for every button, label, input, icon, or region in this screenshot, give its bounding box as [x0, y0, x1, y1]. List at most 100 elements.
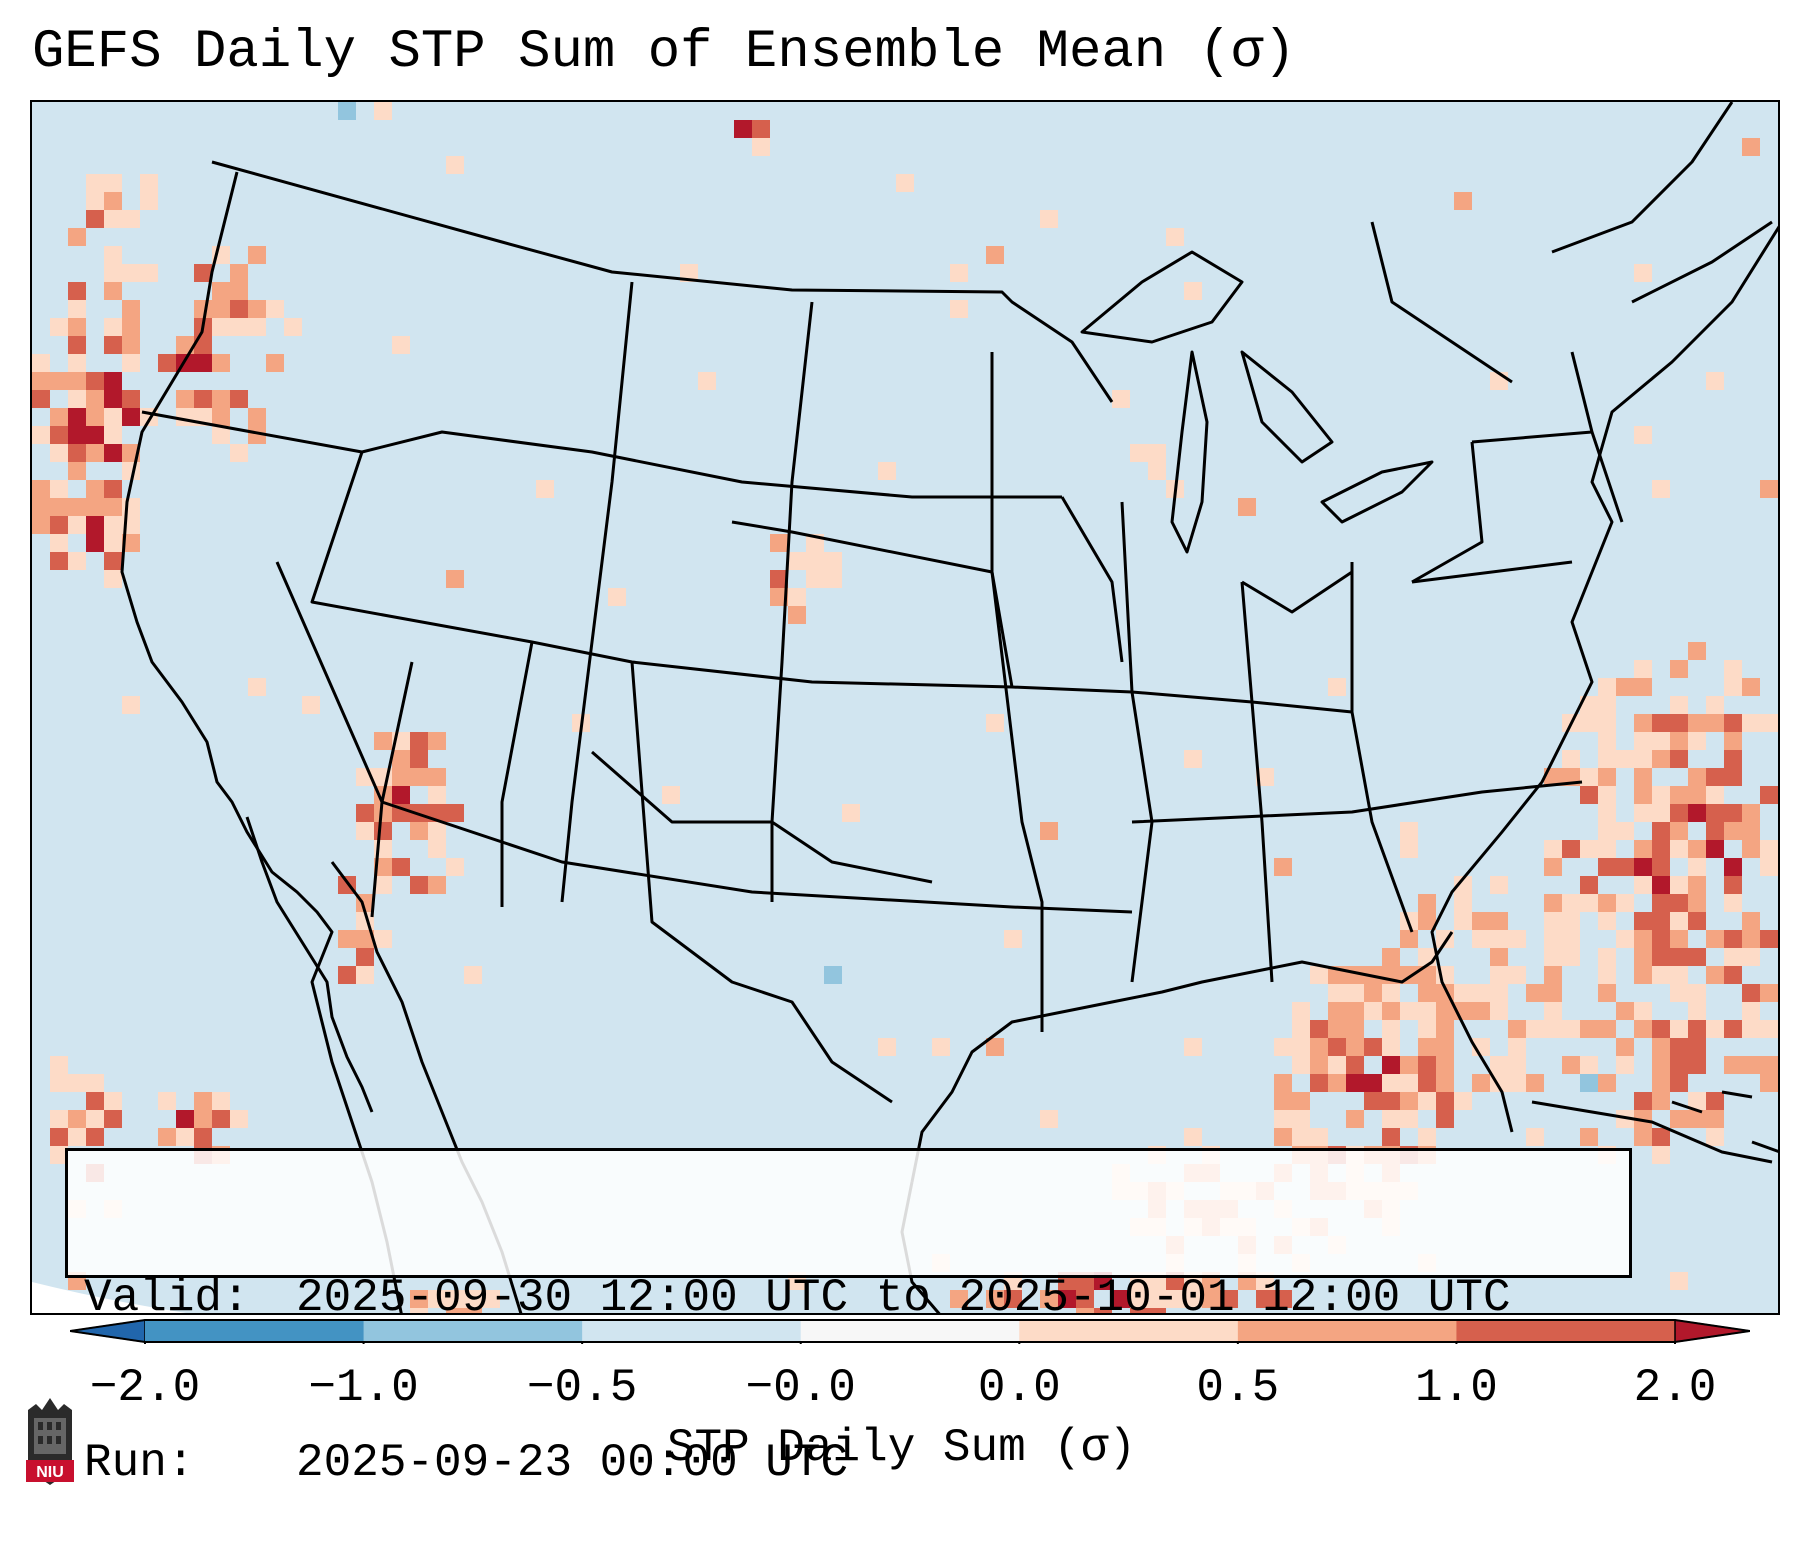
anomaly-cell: [32, 372, 50, 390]
anomaly-cell: [1472, 930, 1490, 948]
anomaly-cell: [1418, 1020, 1436, 1038]
lake-erie: [1320, 460, 1434, 524]
anomaly-cell: [1688, 840, 1706, 858]
anomaly-cell: [1130, 1290, 1148, 1308]
anomaly-cell: [86, 534, 104, 552]
anomaly-cell: [806, 552, 824, 570]
anomaly-cell: [1634, 660, 1652, 678]
anomaly-cell: [1724, 678, 1742, 696]
anomaly-cell: [374, 858, 392, 876]
baja-peninsula: [245, 816, 374, 1113]
anomaly-cell: [32, 480, 50, 498]
anomaly-cell: [1166, 228, 1184, 246]
anomaly-cell: [68, 336, 86, 354]
anomaly-cell: [32, 354, 50, 372]
anomaly-cell: [158, 354, 176, 372]
colorbar-label: STP Daily Sum (σ): [666, 1422, 1137, 1474]
anomaly-cell: [1760, 984, 1778, 1002]
anomaly-cell: [1472, 912, 1490, 930]
valid-row: Valid: 2025-09-30 12:00 UTC to 2025-10-01…: [84, 1271, 1613, 1326]
anomaly-cell: [356, 804, 374, 822]
west-coastline: [120, 171, 403, 1313]
anomaly-cell: [1688, 1002, 1706, 1020]
anomaly-cell: [1364, 1038, 1382, 1056]
anomaly-cell: [356, 822, 374, 840]
anomaly-cell: [1310, 1020, 1328, 1038]
anomaly-cell: [1688, 714, 1706, 732]
anomaly-cell: [1688, 804, 1706, 822]
anomaly-cell: [1742, 1002, 1760, 1020]
anomaly-cell: [1652, 858, 1670, 876]
anomaly-cell: [1778, 948, 1780, 966]
anomaly-cell: [1634, 1002, 1652, 1020]
anomaly-cell: [1760, 480, 1778, 498]
anomaly-cell: [104, 264, 122, 282]
anomaly-cell: [752, 138, 770, 156]
anomaly-cell: [1670, 984, 1688, 1002]
anomaly-cell: [1598, 858, 1616, 876]
anomaly-cell: [1724, 1020, 1742, 1038]
anomaly-cell: [1310, 1074, 1328, 1092]
anomaly-cell: [68, 390, 86, 408]
anomaly-cell: [1652, 1128, 1670, 1146]
valid-value: 2025-09-30 12:00 UTC to 2025-10-01 12:00…: [296, 1272, 1511, 1324]
anomaly-cell: [896, 174, 914, 192]
anomaly-cell: [1652, 948, 1670, 966]
anomaly-cell: [1706, 930, 1724, 948]
anomaly-cell: [1382, 1038, 1400, 1056]
anomaly-cell: [1346, 1038, 1364, 1056]
anomaly-cell: [1688, 1110, 1706, 1128]
anomaly-cell: [1490, 948, 1508, 966]
anomaly-cell: [1598, 948, 1616, 966]
anomaly-cell: [1652, 894, 1670, 912]
anomaly-cell: [68, 300, 86, 318]
anomaly-cell: [32, 426, 50, 444]
anomaly-cell: [1652, 1074, 1670, 1092]
anomaly-cell: [1112, 1290, 1130, 1308]
anomaly-cell: [1508, 966, 1526, 984]
anomaly-cell: [1670, 948, 1688, 966]
anomaly-cell: [1508, 930, 1526, 948]
anomaly-cell: [1670, 1056, 1688, 1074]
anomaly-cell: [446, 570, 464, 588]
anomaly-cell: [68, 552, 86, 570]
anomaly-cell: [446, 858, 464, 876]
anomaly-cell: [1364, 1074, 1382, 1092]
anomaly-cell: [1670, 714, 1688, 732]
anomaly-cell: [1670, 876, 1688, 894]
anomaly-cell: [1544, 912, 1562, 930]
anomaly-cell: [1742, 822, 1760, 840]
anomaly-cell: [86, 444, 104, 462]
anomaly-cell: [1652, 1020, 1670, 1038]
anomaly-cell: [1724, 966, 1742, 984]
state-line: [1411, 560, 1573, 584]
anomaly-cell: [50, 498, 68, 516]
anomaly-cell: [1634, 678, 1652, 696]
anomaly-cell: [1652, 1146, 1670, 1164]
anomaly-cell: [104, 498, 122, 516]
anomaly-cell: [1634, 1020, 1652, 1038]
anomaly-cell: [1652, 714, 1670, 732]
anomaly-cell: [104, 372, 122, 390]
anomaly-cell: [1580, 786, 1598, 804]
anomaly-cell: [1274, 858, 1292, 876]
anomaly-cell: [1490, 912, 1508, 930]
anomaly-cell: [1310, 966, 1328, 984]
colorbar-bin: [363, 1320, 583, 1342]
anomaly-cell: [428, 786, 446, 804]
anomaly-cell: [1724, 768, 1742, 786]
anomaly-cell: [266, 300, 284, 318]
anomaly-cell: [1490, 966, 1508, 984]
anomaly-cell: [1526, 1020, 1544, 1038]
anomaly-cell: [86, 390, 104, 408]
anomaly-cell: [104, 570, 122, 588]
anomaly-cell: [86, 516, 104, 534]
anomaly-cell: [1724, 930, 1742, 948]
anomaly-cell: [1706, 768, 1724, 786]
anomaly-cell: [932, 1038, 950, 1056]
state-line: [1241, 570, 1353, 614]
geographic-boundaries: [120, 102, 1778, 1313]
anomaly-cell: [536, 480, 554, 498]
anomaly-cell: [1634, 840, 1652, 858]
anomaly-cell: [1526, 1074, 1544, 1092]
